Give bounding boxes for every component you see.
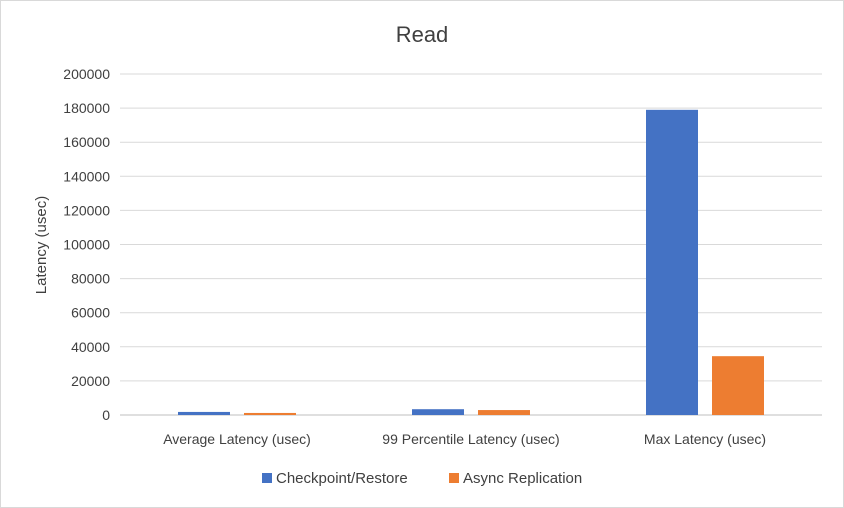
bars <box>178 109 764 416</box>
bar-checkpoint-restore-0 <box>178 411 230 415</box>
bar-async-replication-2 <box>712 356 764 415</box>
bar-checkpoint-restore-2 <box>646 109 698 416</box>
gridlines <box>120 73 822 416</box>
x-tick-label: Max Latency (usec) <box>644 431 766 447</box>
x-tick-label: 99 Percentile Latency (usec) <box>382 431 559 447</box>
y-tick-label: 200000 <box>63 66 110 82</box>
y-tick-label: 40000 <box>71 339 110 355</box>
y-tick-label: 140000 <box>63 168 110 184</box>
y-tick-label: 80000 <box>71 271 110 287</box>
legend-swatch <box>262 473 272 483</box>
legend-label: Async Replication <box>463 470 582 487</box>
legend-label: Checkpoint/Restore <box>276 470 408 487</box>
bar-async-replication-1 <box>478 410 530 415</box>
y-axis-label: Latency (usec) <box>33 196 50 294</box>
chart-title: Read <box>396 22 449 47</box>
x-tick-labels: Average Latency (usec) 99 Percentile Late… <box>163 431 766 447</box>
x-tick-label: Average Latency (usec) <box>163 431 311 447</box>
y-tick-label: 160000 <box>63 134 110 150</box>
y-tick-label: 60000 <box>71 305 110 321</box>
y-tick-label: 180000 <box>63 100 110 116</box>
legend: Checkpoint/Restore Async Replication <box>262 470 582 487</box>
bar-async-replication-0 <box>244 412 296 415</box>
legend-swatch <box>449 473 459 483</box>
y-tick-label: 0 <box>102 407 110 423</box>
y-tick-label: 120000 <box>63 202 110 218</box>
y-tick-label: 20000 <box>71 373 110 389</box>
y-tick-label: 100000 <box>63 237 110 253</box>
y-tick-labels: 0 20000 40000 60000 80000 100000 120000 140000 1… <box>63 66 110 423</box>
bar-checkpoint-restore-1 <box>412 409 464 415</box>
